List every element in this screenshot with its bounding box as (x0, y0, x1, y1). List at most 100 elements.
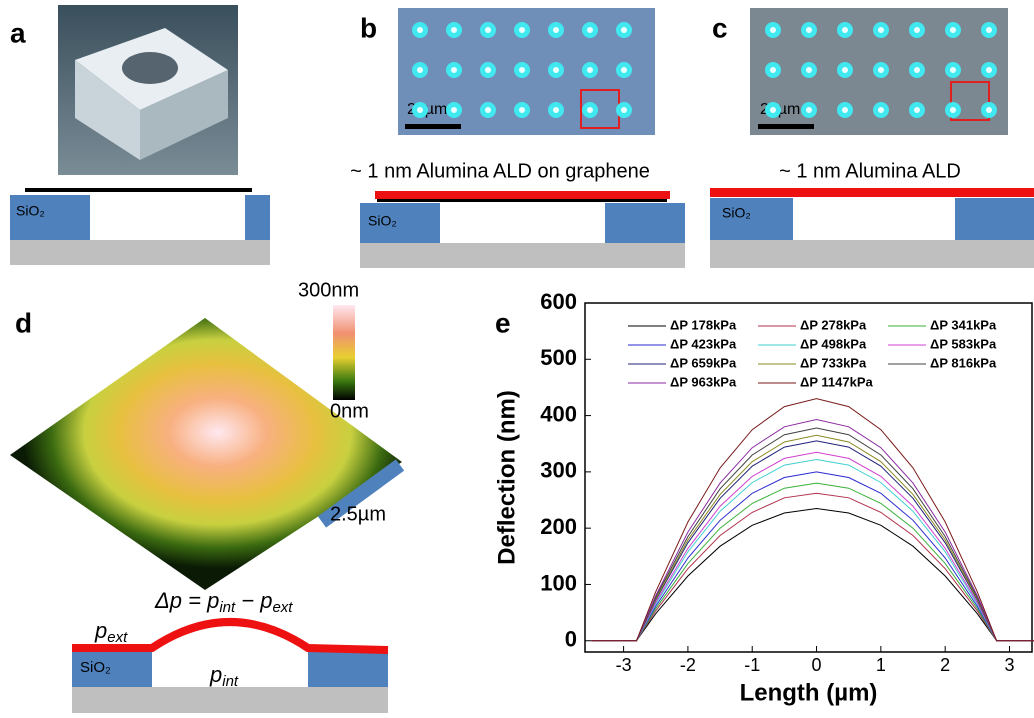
oxide (605, 203, 685, 243)
oxide (308, 648, 388, 687)
hole-dot-center (914, 67, 920, 73)
hole (122, 52, 178, 84)
pressure-label: pint (209, 662, 239, 690)
y-tick-label: 0 (565, 627, 577, 652)
hole-dot-center (417, 67, 423, 73)
substrate (72, 687, 388, 713)
hole-dot-center (621, 107, 627, 113)
hole-dot-center (914, 107, 920, 113)
legend-label: ΔP 963kPa (670, 374, 737, 389)
substrate-label: SiO₂ (16, 203, 45, 219)
line (591, 509, 1034, 641)
substrate-label: SiO₂ (368, 213, 397, 229)
hole-dot-center (986, 27, 992, 33)
hole-dot-center (485, 27, 491, 33)
x-tick-label: 0 (812, 655, 822, 675)
hole-dot-center (553, 27, 559, 33)
line (591, 399, 1034, 641)
hole-dot-center (519, 67, 525, 73)
equation: Δp = pint − pext (154, 588, 293, 616)
hole-dot-center (451, 107, 457, 113)
hole-dot-center (950, 67, 956, 73)
scale-bar (405, 124, 461, 129)
text: p (94, 618, 107, 643)
figure: a SiO₂ b 20µm ~ 1 nm Alumina ALD on grap… (0, 0, 1034, 718)
scale-bar (758, 124, 814, 129)
x-tick-label: -1 (744, 655, 760, 675)
hole-dot-center (842, 67, 848, 73)
panel-label: a (10, 17, 26, 48)
colorbar-min: 0nm (330, 400, 369, 422)
hole-dot-center (878, 107, 884, 113)
y-tick-label: 500 (540, 345, 577, 370)
line (591, 435, 1034, 640)
panel-label: c (712, 12, 728, 43)
legend-label: ΔP 659kPa (670, 355, 737, 370)
legend-label: ΔP 341kPa (930, 317, 997, 332)
hole-dot-center (986, 67, 992, 73)
graphene (25, 188, 252, 192)
legend-label: ΔP 733kPa (800, 355, 867, 370)
hole-dot-center (587, 27, 593, 33)
hole-dot-center (950, 27, 956, 33)
substrate-label: SiO₂ (80, 659, 111, 676)
hole-dot-center (417, 27, 423, 33)
x-tick-label: 3 (1004, 655, 1014, 675)
y-axis-title: Deflection (nm) (493, 390, 520, 565)
hole-dot-center (806, 27, 812, 33)
legend-label: ΔP 278kPa (800, 317, 867, 332)
hole-dot-center (485, 107, 491, 113)
alumina (710, 188, 1034, 197)
hole-dot-center (878, 67, 884, 73)
x-tick-label: 1 (876, 655, 886, 675)
y-tick-label: 600 (540, 289, 577, 314)
panel-label: e (495, 307, 511, 338)
pressure-label: pext (94, 618, 128, 646)
hole-dot-center (451, 27, 457, 33)
panel-label: d (15, 307, 32, 338)
x-axis-title: Length (µm) (740, 679, 878, 706)
hole-dot-center (878, 27, 884, 33)
hole-dot-center (485, 67, 491, 73)
x-tick-label: -3 (616, 655, 632, 675)
hole-dot-center (806, 107, 812, 113)
x-tick-label: 2 (940, 655, 950, 675)
legend-label: ΔP 423kPa (670, 336, 737, 351)
hole-dot-center (770, 67, 776, 73)
substrate-label: SiO₂ (722, 205, 751, 221)
legend-label: ΔP 498kPa (800, 336, 867, 351)
text: p (209, 662, 222, 687)
substrate (10, 240, 270, 265)
substrate (710, 240, 1034, 268)
hole-dot-center (770, 27, 776, 33)
line (591, 452, 1034, 641)
y-tick-label: 100 (540, 570, 577, 595)
hole-dot-center (621, 27, 627, 33)
hole-dot-center (587, 107, 593, 113)
substrate (360, 243, 685, 268)
x-tick-label: -2 (680, 655, 696, 675)
hole-dot-center (950, 107, 956, 113)
hole-dot-center (417, 107, 423, 113)
hole-dot-center (621, 67, 627, 73)
scale-label: 2.5µm (330, 503, 386, 525)
subscript: int (219, 599, 236, 616)
line (591, 460, 1034, 641)
legend-label: ΔP 1147kPa (800, 374, 873, 389)
hole-dot-center (553, 67, 559, 73)
subscript: ext (272, 599, 293, 616)
hole-dot-center (806, 67, 812, 73)
legend-label: ΔP 178kPa (670, 317, 737, 332)
hole-dot-center (986, 107, 992, 113)
text: Δp = p (154, 588, 219, 613)
hole-dot-center (914, 27, 920, 33)
hole-dot-center (519, 27, 525, 33)
y-tick-label: 400 (540, 401, 577, 426)
text: − p (235, 588, 272, 613)
caption: ~ 1 nm Alumina ALD (779, 160, 961, 182)
colorbar (333, 305, 355, 400)
oxide (245, 195, 270, 240)
y-tick-label: 300 (540, 458, 577, 483)
colorbar-max: 300nm (298, 279, 359, 301)
